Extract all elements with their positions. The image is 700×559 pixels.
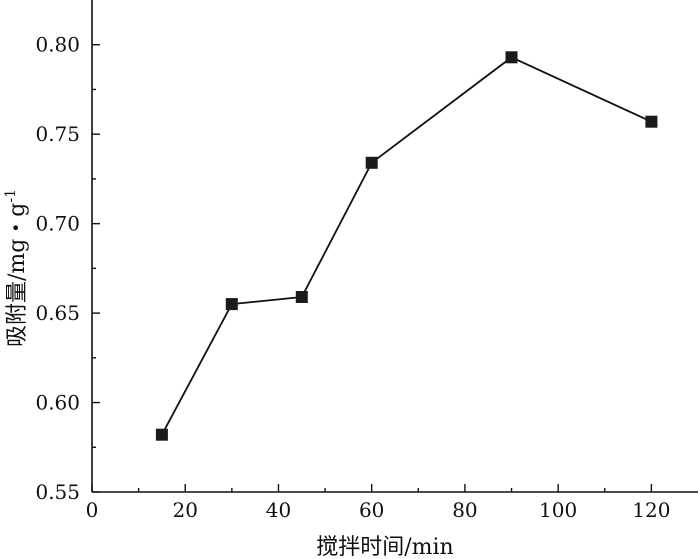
data-point-marker [365,156,378,169]
x-tick-label: 40 [266,498,291,522]
y-axis-title-text: 吸附量/mg・g [5,203,30,347]
x-tick-label: 60 [359,498,384,522]
y-tick-label: 0.55 [35,480,80,504]
y-tick-label: 0.65 [35,301,80,325]
y-axis-title-group: 吸附量/mg・g-1 [3,189,30,347]
y-tick-label: 0.60 [35,391,80,415]
x-tick-label: 0 [86,498,99,522]
data-point-marker [295,291,308,303]
axes [91,0,698,493]
y-axis-title-superscript: -1 [3,189,19,203]
y-tick-label: 0.75 [35,122,80,146]
ticks: 0.55 0.60 0.65 0.70 0.75 0.80 0 20 40 60 80 100 120 [35,33,670,522]
data-point-marker [645,115,658,128]
data-series [155,51,658,441]
data-point-marker [225,298,238,311]
series-line [161,56,652,436]
y-tick-label: 0.70 [35,212,80,236]
x-tick-label: 80 [452,498,477,522]
x-tick-label: 100 [539,498,577,522]
y-tick-label: 0.80 [35,33,80,57]
data-point-marker [155,428,168,441]
x-axis-title: 搅拌时间/min [316,535,453,559]
data-point-marker [505,51,518,64]
x-tick-label: 120 [632,498,670,522]
y-axis-title: 吸附量/mg・g-1 [3,189,30,347]
x-tick-label: 20 [173,498,198,522]
